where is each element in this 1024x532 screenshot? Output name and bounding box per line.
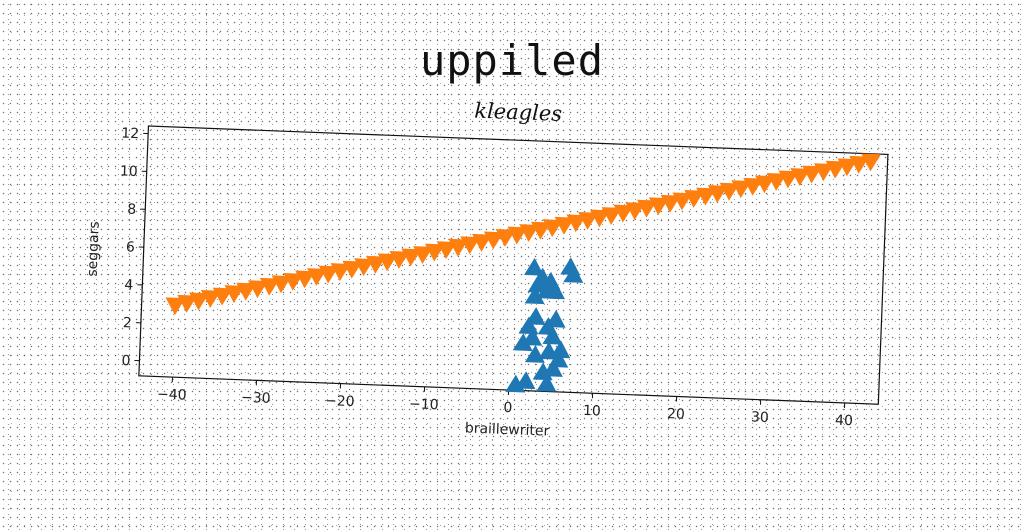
x-tick-label: −30 (241, 390, 271, 407)
data-series (162, 127, 881, 406)
y-tick-label: 12 (121, 126, 139, 143)
plot-area-frame (139, 126, 888, 404)
y-tick-label: 10 (120, 163, 138, 180)
x-tick-label: 0 (503, 400, 513, 416)
x-tick-label: −10 (409, 396, 439, 413)
y-axis-label: seggars (85, 221, 103, 277)
x-tick-label: −20 (325, 393, 355, 410)
x-tick-label: 30 (751, 409, 769, 426)
x-tick-label: 20 (667, 406, 685, 423)
y-tick-label: 6 (126, 239, 136, 255)
x-tick-label: −40 (157, 387, 187, 404)
data-point-triangle-up (526, 307, 547, 325)
x-tick-label: 40 (835, 413, 853, 430)
series-orange-triangles (165, 127, 881, 342)
x-axis-label: braillewriter (465, 420, 550, 439)
y-tick-label: 8 (127, 202, 137, 218)
y-tick-label: 0 (121, 353, 131, 369)
y-tick-label: 4 (124, 277, 134, 293)
series-blue-triangles (505, 255, 584, 395)
y-tick-label: 2 (123, 315, 133, 331)
x-tick-label: 10 (583, 403, 601, 420)
y-axis: 0 2 4 6 8 10 12 (112, 126, 148, 370)
